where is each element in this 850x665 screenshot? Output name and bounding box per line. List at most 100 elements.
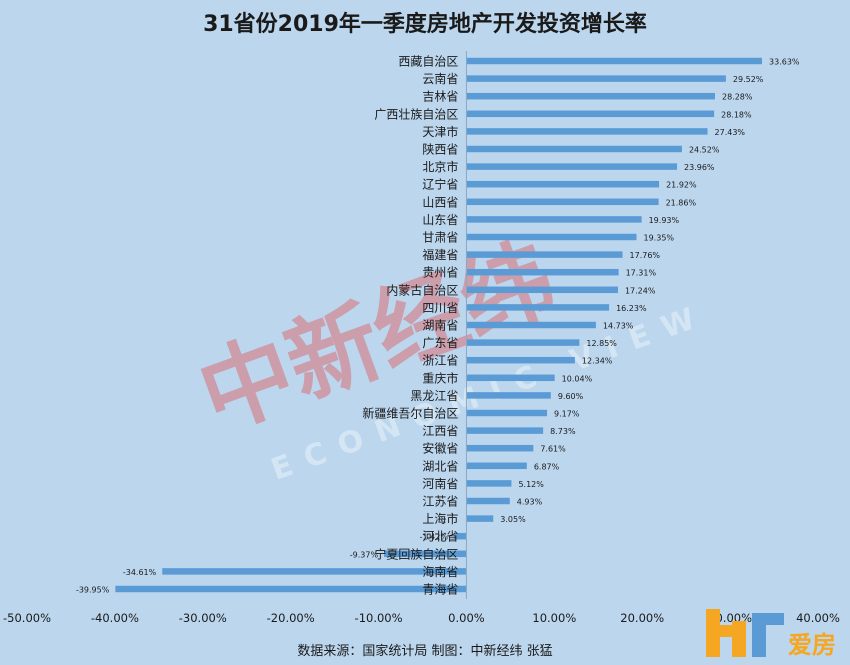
category-label: 山东省 [422,213,458,227]
bar [466,321,596,329]
category-label: 海南省 [422,564,458,579]
value-label: 17.31% [626,269,657,278]
bar [466,286,618,294]
bar [466,268,619,276]
brand-logo-text: 爱房 [788,631,836,659]
value-label: -1.42% [420,533,449,542]
bar [466,497,510,505]
value-label: 29.52% [733,75,764,84]
value-label: 6.87% [534,462,560,471]
category-label: 甘肃省 [422,231,458,245]
x-tick-label: -40.00% [91,611,139,625]
bars-layer [115,57,763,593]
value-label: 9.60% [558,392,584,401]
value-label: 17.76% [630,251,661,260]
value-label: 23.96% [684,163,715,172]
bar [466,427,544,434]
value-label: 21.92% [666,181,697,190]
category-label: 内蒙古自治区 [386,282,458,297]
category-label: 重庆市 [422,370,458,385]
bar [466,374,555,382]
x-tick-label: 40.00% [796,611,840,625]
chart-title: 31省份2019年一季度房地产开发投资增长率 [203,12,647,37]
category-label: 宁夏回族自治区 [374,546,458,561]
x-tick-label: -10.00% [355,611,403,625]
category-label: 云南省 [422,71,458,86]
bar [466,92,715,100]
value-label: 33.63% [769,58,800,67]
x-tick-label: -50.00% [3,611,51,625]
bar [466,251,623,258]
value-label: 5.12% [518,480,544,489]
value-label: 7.61% [540,445,566,454]
category-label: 福建省 [422,247,458,262]
brand-logo: 爱房 [706,609,836,659]
value-label: 4.93% [517,498,543,507]
bar [466,356,575,364]
x-tick-label: -20.00% [267,611,315,625]
value-label: 3.05% [500,515,526,524]
category-label: 安徽省 [422,441,458,456]
value-label: 24.52% [689,146,720,155]
bar [466,110,715,118]
value-label: 19.93% [649,216,680,225]
bar [466,480,512,487]
category-label: 四川省 [422,301,458,315]
bar [466,392,551,399]
bar [466,128,708,135]
category-label: 贵州省 [422,266,458,280]
category-label: 新疆维吾尔自治区 [362,406,458,421]
category-label: 上海市 [422,511,458,526]
labels-layer: 西藏自治区 33.63% 云南省 29.52% 吉林省 28.28% 广西壮族自治区 28.1… [76,55,800,597]
category-label: 黑龙江省 [410,389,458,403]
value-label: 12.34% [582,357,613,366]
category-label: 天津市 [422,124,458,139]
category-label: 江西省 [422,424,458,438]
value-label: 16.23% [616,304,647,313]
value-label: 10.04% [562,374,593,383]
bar [466,180,660,188]
value-label: 17.24% [625,286,656,295]
bar [466,163,678,170]
value-label: -9.37% [350,550,379,559]
x-tick-label: 0.00% [448,611,485,625]
bar [466,198,659,206]
bar [115,585,467,593]
category-label: 浙江省 [422,354,458,368]
category-label: 河北省 [422,530,458,544]
bar [466,216,642,223]
category-label: 湖南省 [422,318,458,333]
bar [466,304,610,311]
bar [466,409,548,417]
bar [466,462,527,470]
source-note: 数据来源：国家统计局 制图：中新经纬 张猛 [297,644,553,659]
x-tick-label: 20.00% [620,611,664,625]
category-label: 西藏自治区 [398,55,458,69]
category-label: 陕西省 [422,142,458,157]
bar [466,233,637,241]
category-label: 河南省 [422,476,458,491]
value-label: 21.86% [666,198,697,207]
category-label: 湖北省 [422,458,458,473]
category-label: 山西省 [422,195,458,209]
bar [453,532,467,540]
bar [162,568,467,575]
x-axis: -50.00% -40.00% -30.00% -20.00% -10.00% 0.00%… [3,51,840,625]
bar [466,444,534,452]
bar [466,145,682,153]
bar [466,515,494,522]
value-label: 14.73% [603,322,634,331]
category-label: 广西壮族自治区 [374,107,458,121]
category-label: 江苏省 [422,495,458,509]
category-label: 广东省 [422,336,458,350]
bar [466,75,726,82]
value-label: 27.43% [715,128,746,137]
bar [466,57,763,65]
x-tick-label: 10.00% [532,611,576,625]
value-label: 9.17% [554,410,580,419]
x-tick-label: -30.00% [179,611,227,625]
value-label: 8.73% [550,427,576,436]
bar [384,550,467,558]
category-label: 吉林省 [422,90,458,104]
